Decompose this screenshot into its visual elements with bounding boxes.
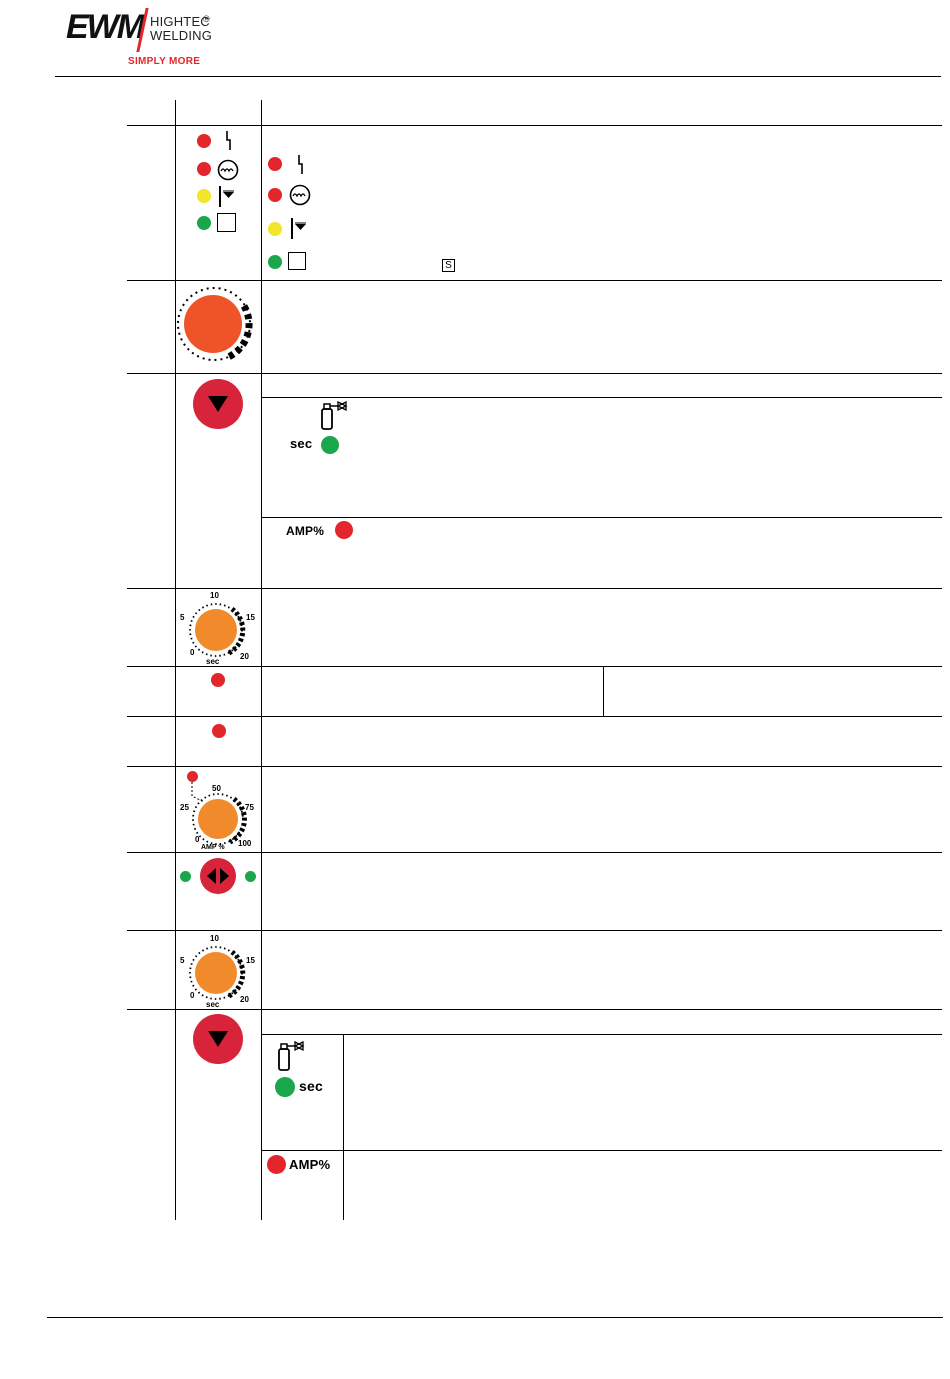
row-divider xyxy=(127,280,942,281)
overtemperature-led xyxy=(268,222,282,236)
knob-face[interactable] xyxy=(184,295,242,353)
row-divider xyxy=(127,1009,942,1010)
row-divider xyxy=(127,852,942,853)
logo-tagline: SIMPLY MORE xyxy=(128,56,201,67)
overtemperature-icon xyxy=(291,218,306,239)
s-symbol-box: S xyxy=(442,259,455,272)
arrow-down-icon xyxy=(208,396,228,412)
water-shortage-led xyxy=(268,188,282,202)
logo-line1: HIGHTEC xyxy=(150,14,210,29)
dial-tick-label: 75 xyxy=(245,803,254,812)
dial-tick-label: 0 xyxy=(190,648,195,657)
dial-knob[interactable] xyxy=(198,799,238,839)
select-button-down[interactable] xyxy=(192,378,244,430)
row-divider xyxy=(261,517,942,518)
water-shortage-icon xyxy=(289,184,311,206)
row-divider xyxy=(261,1150,942,1151)
row-divider xyxy=(127,930,942,931)
dial-tick-label: 10 xyxy=(210,934,219,943)
overtemperature-led xyxy=(197,189,211,203)
row-divider xyxy=(127,373,942,374)
dial-tick-label: 5 xyxy=(180,956,185,965)
collective-fault-icon xyxy=(298,155,303,174)
sec-label: sec xyxy=(299,1078,323,1094)
dial-tick-label: 0 xyxy=(190,991,195,1000)
main-current-knob[interactable] xyxy=(177,284,258,370)
logo-registered: ® xyxy=(203,14,210,24)
amp-dial-led xyxy=(187,771,198,782)
dial-tick-label: 15 xyxy=(246,613,255,622)
sec-label: sec xyxy=(290,436,313,451)
dial-tick-label: 50 xyxy=(212,784,221,793)
right-mode-led xyxy=(245,871,256,882)
dial-unit-label: sec xyxy=(206,657,220,666)
left-mode-led xyxy=(180,871,191,882)
dial-tick-label: 0 xyxy=(195,835,200,844)
dial-scale xyxy=(189,946,246,1000)
row-divider xyxy=(127,716,942,717)
select-button-left-right[interactable] xyxy=(199,857,237,895)
logo-mark: EWM xyxy=(66,8,145,46)
dial-tick-label: 20 xyxy=(240,995,249,1004)
gas-cylinder-icon xyxy=(321,400,348,430)
row-divider xyxy=(127,766,942,767)
amp-percent-label: AMP% xyxy=(289,1157,331,1172)
row-divider xyxy=(127,588,942,589)
dial-unit-label: sec xyxy=(206,1000,220,1009)
water-shortage-led xyxy=(197,162,211,176)
sec-led xyxy=(321,436,339,454)
logo-line2: WELDING xyxy=(150,28,213,43)
row-divider xyxy=(127,666,942,667)
row-divider xyxy=(127,125,942,126)
row-divider xyxy=(261,397,942,398)
ready-square-icon xyxy=(217,213,236,232)
dial-tick-label: 5 xyxy=(180,613,185,622)
dial-knob[interactable] xyxy=(195,952,237,994)
amp-percent-label: AMP% xyxy=(286,524,325,538)
water-shortage-icon xyxy=(217,159,239,181)
footer-rule xyxy=(47,1317,943,1318)
ready-square-icon xyxy=(288,252,306,270)
sec-led xyxy=(275,1077,295,1097)
dial-scale xyxy=(192,793,247,845)
column-divider-1 xyxy=(175,100,176,1220)
gas-cylinder-icon xyxy=(278,1040,305,1071)
select-button-down[interactable] xyxy=(192,1013,244,1065)
ready-led xyxy=(197,216,211,230)
column-divider-2 xyxy=(261,100,262,1220)
arrow-right-icon xyxy=(220,868,229,884)
dial-tick-label: 100 xyxy=(238,839,252,848)
dial-tick-label: 20 xyxy=(240,652,249,661)
dial-scale-arc xyxy=(177,287,253,362)
header-rule xyxy=(55,76,941,77)
indicator-led xyxy=(211,673,225,687)
arrow-down-icon xyxy=(208,1031,228,1047)
dial-unit-label: AMP % xyxy=(201,844,225,851)
amp-percent-led xyxy=(335,521,353,539)
ready-led xyxy=(268,255,282,269)
dial-knob[interactable] xyxy=(195,609,237,651)
cell-divider xyxy=(603,666,604,716)
cell-divider xyxy=(343,1034,344,1220)
dial-tick-label: 15 xyxy=(246,956,255,965)
amp-percent-led xyxy=(267,1155,286,1174)
dial-scale xyxy=(189,603,246,657)
dial-tick-label: 10 xyxy=(210,591,219,600)
indicator-led xyxy=(212,724,226,738)
dial-tick-label: 25 xyxy=(180,803,189,812)
collective-fault-led xyxy=(197,134,211,148)
led-leader-line xyxy=(191,782,205,803)
arrow-left-icon xyxy=(207,868,216,884)
s-symbol: S xyxy=(445,260,452,271)
collective-fault-led xyxy=(268,157,282,171)
overtemperature-icon xyxy=(219,186,234,207)
collective-fault-icon xyxy=(226,131,231,150)
row-divider xyxy=(261,1034,942,1035)
